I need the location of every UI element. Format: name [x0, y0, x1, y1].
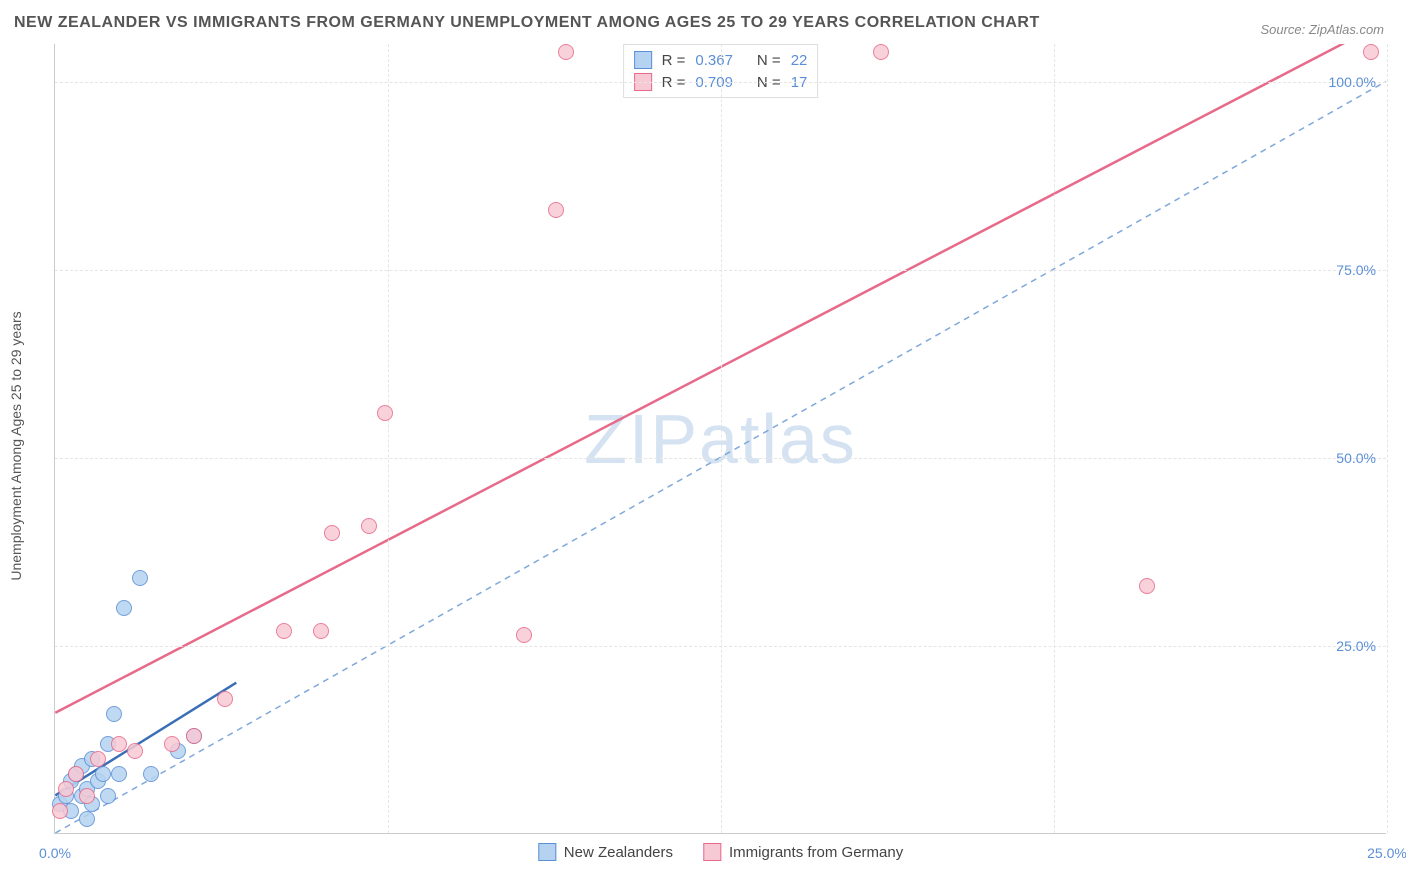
legend-item: New Zealanders [538, 843, 673, 861]
scatter-point [377, 405, 393, 421]
scatter-point [548, 202, 564, 218]
y-tick-label: 50.0% [1336, 450, 1376, 466]
y-tick-label: 25.0% [1336, 638, 1376, 654]
chart-title: NEW ZEALANDER VS IMMIGRANTS FROM GERMANY… [14, 14, 1040, 32]
y-axis-label: Unemployment Among Ages 25 to 29 years [8, 311, 24, 580]
scatter-point [79, 811, 95, 827]
scatter-point [558, 44, 574, 60]
scatter-point [143, 766, 159, 782]
gridline-vertical [721, 44, 722, 833]
scatter-point [164, 736, 180, 752]
scatter-point [100, 788, 116, 804]
gridline-vertical [1387, 44, 1388, 833]
chart-plot-area: ZIPatlas R =0.367N =22R =0.709N =17 New … [54, 44, 1386, 834]
legend-swatch [634, 51, 652, 69]
scatter-point [324, 525, 340, 541]
legend-swatch [538, 843, 556, 861]
legend-label: New Zealanders [564, 844, 673, 861]
gridline-vertical [1054, 44, 1055, 833]
scatter-point [217, 691, 233, 707]
scatter-point [127, 743, 143, 759]
scatter-point [313, 623, 329, 639]
r-value: 0.367 [695, 52, 733, 69]
scatter-point [1363, 44, 1379, 60]
x-tick-label: 25.0% [1367, 845, 1406, 861]
scatter-point [58, 781, 74, 797]
y-tick-label: 75.0% [1336, 262, 1376, 278]
legend-swatch [703, 843, 721, 861]
n-value: 22 [791, 52, 808, 69]
scatter-point [68, 766, 84, 782]
n-label: N = [757, 52, 781, 69]
scatter-point [111, 736, 127, 752]
scatter-point [111, 766, 127, 782]
scatter-point [116, 600, 132, 616]
r-label: R = [662, 52, 686, 69]
bottom-legend: New Zealanders Immigrants from Germany [538, 843, 903, 861]
scatter-point [106, 706, 122, 722]
scatter-point [276, 623, 292, 639]
legend-label: Immigrants from Germany [729, 844, 903, 861]
scatter-point [873, 44, 889, 60]
legend-item: Immigrants from Germany [703, 843, 903, 861]
source-attribution: Source: ZipAtlas.com [1260, 22, 1384, 37]
scatter-point [516, 627, 532, 643]
scatter-point [79, 788, 95, 804]
scatter-point [90, 751, 106, 767]
scatter-point [361, 518, 377, 534]
scatter-point [186, 728, 202, 744]
scatter-point [95, 766, 111, 782]
scatter-point [132, 570, 148, 586]
scatter-point [1139, 578, 1155, 594]
gridline-vertical [388, 44, 389, 833]
scatter-point [52, 803, 68, 819]
x-tick-label: 0.0% [39, 845, 71, 861]
y-tick-label: 100.0% [1329, 74, 1376, 90]
